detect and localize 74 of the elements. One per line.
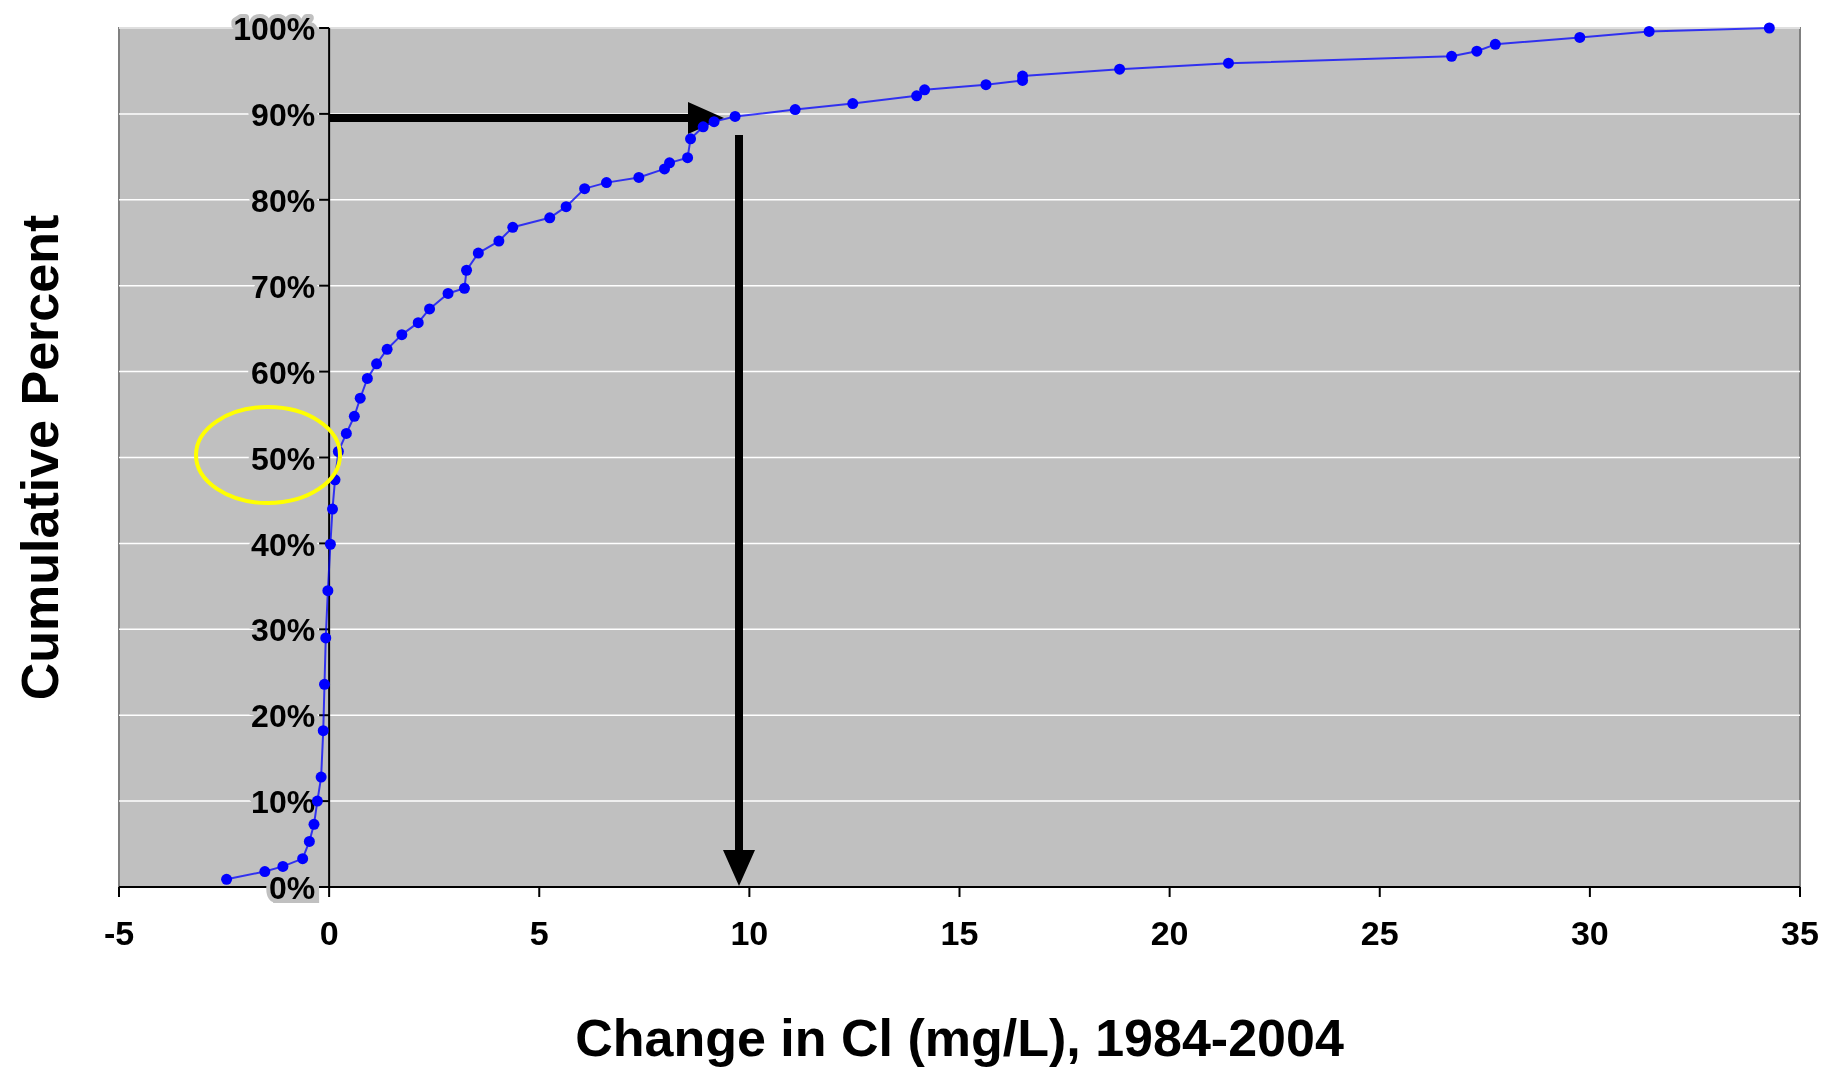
- point: [303, 835, 315, 847]
- point: [579, 183, 591, 195]
- point: [472, 247, 484, 259]
- point: [911, 90, 923, 102]
- x-tick-label: -5: [103, 914, 135, 952]
- point: [708, 116, 720, 128]
- y-tick-label: 90%: [251, 97, 316, 134]
- point: [507, 221, 519, 233]
- point: [371, 358, 383, 370]
- point: [461, 264, 473, 276]
- point: [729, 110, 741, 122]
- point: [354, 392, 366, 404]
- y-tick-label: 20%: [251, 698, 316, 735]
- point: [361, 372, 373, 384]
- point: [633, 171, 645, 183]
- point: [221, 873, 233, 885]
- y-tick-label: 70%: [251, 268, 316, 305]
- point: [412, 317, 424, 329]
- point: [1222, 57, 1234, 69]
- point: [664, 157, 676, 169]
- point: [493, 235, 505, 247]
- y-tick-label: 10%: [251, 784, 316, 821]
- point: [320, 632, 332, 644]
- x-tick-label: 30: [1570, 914, 1609, 952]
- point: [259, 866, 271, 878]
- x-tick-label: 25: [1360, 914, 1399, 952]
- point: [697, 121, 709, 133]
- point: [1114, 63, 1126, 75]
- point: [340, 427, 352, 439]
- point: [458, 282, 470, 294]
- point: [1489, 38, 1501, 50]
- y-tick-label: 30%: [251, 612, 316, 649]
- point: [560, 201, 572, 213]
- point: [847, 98, 859, 110]
- y-tick-label: 60%: [251, 354, 316, 391]
- point: [789, 104, 801, 116]
- point: [1446, 50, 1458, 62]
- y-tick-label: 80%: [251, 182, 316, 219]
- point: [424, 303, 436, 315]
- point: [1763, 22, 1775, 34]
- y-tick-label: 50%: [251, 440, 316, 477]
- y-tick-label: 100%: [233, 11, 316, 48]
- point: [919, 84, 931, 96]
- x-tick-label: 0: [319, 914, 339, 952]
- point: [600, 177, 612, 189]
- point: [348, 410, 360, 422]
- x-tick-label: 15: [940, 914, 979, 952]
- point: [685, 133, 697, 145]
- point: [315, 771, 327, 783]
- point: [544, 212, 556, 224]
- x-tick-label: 20: [1150, 914, 1189, 952]
- point: [308, 818, 320, 830]
- x-tick-label: 35: [1781, 914, 1819, 952]
- x-axis-title: Change in Cl (mg/L), 1984-2004: [575, 1009, 1344, 1067]
- point: [1471, 45, 1483, 57]
- point: [381, 343, 393, 355]
- y-axis-title: Cumulative Percent: [11, 214, 69, 701]
- point: [1574, 31, 1586, 43]
- point: [980, 79, 992, 91]
- x-tick-label: 5: [529, 914, 549, 952]
- point: [319, 678, 330, 690]
- point: [396, 329, 408, 341]
- point: [317, 725, 329, 737]
- point: [322, 585, 334, 597]
- point: [277, 860, 289, 872]
- point: [1643, 25, 1655, 37]
- y-tick-label: 40%: [251, 526, 316, 563]
- point: [326, 503, 338, 515]
- point: [324, 538, 336, 550]
- point: [682, 152, 694, 164]
- point: [442, 287, 454, 299]
- y-tick-label: 0%: [268, 870, 316, 907]
- x-tick-label: 10: [730, 914, 769, 952]
- point: [297, 853, 309, 865]
